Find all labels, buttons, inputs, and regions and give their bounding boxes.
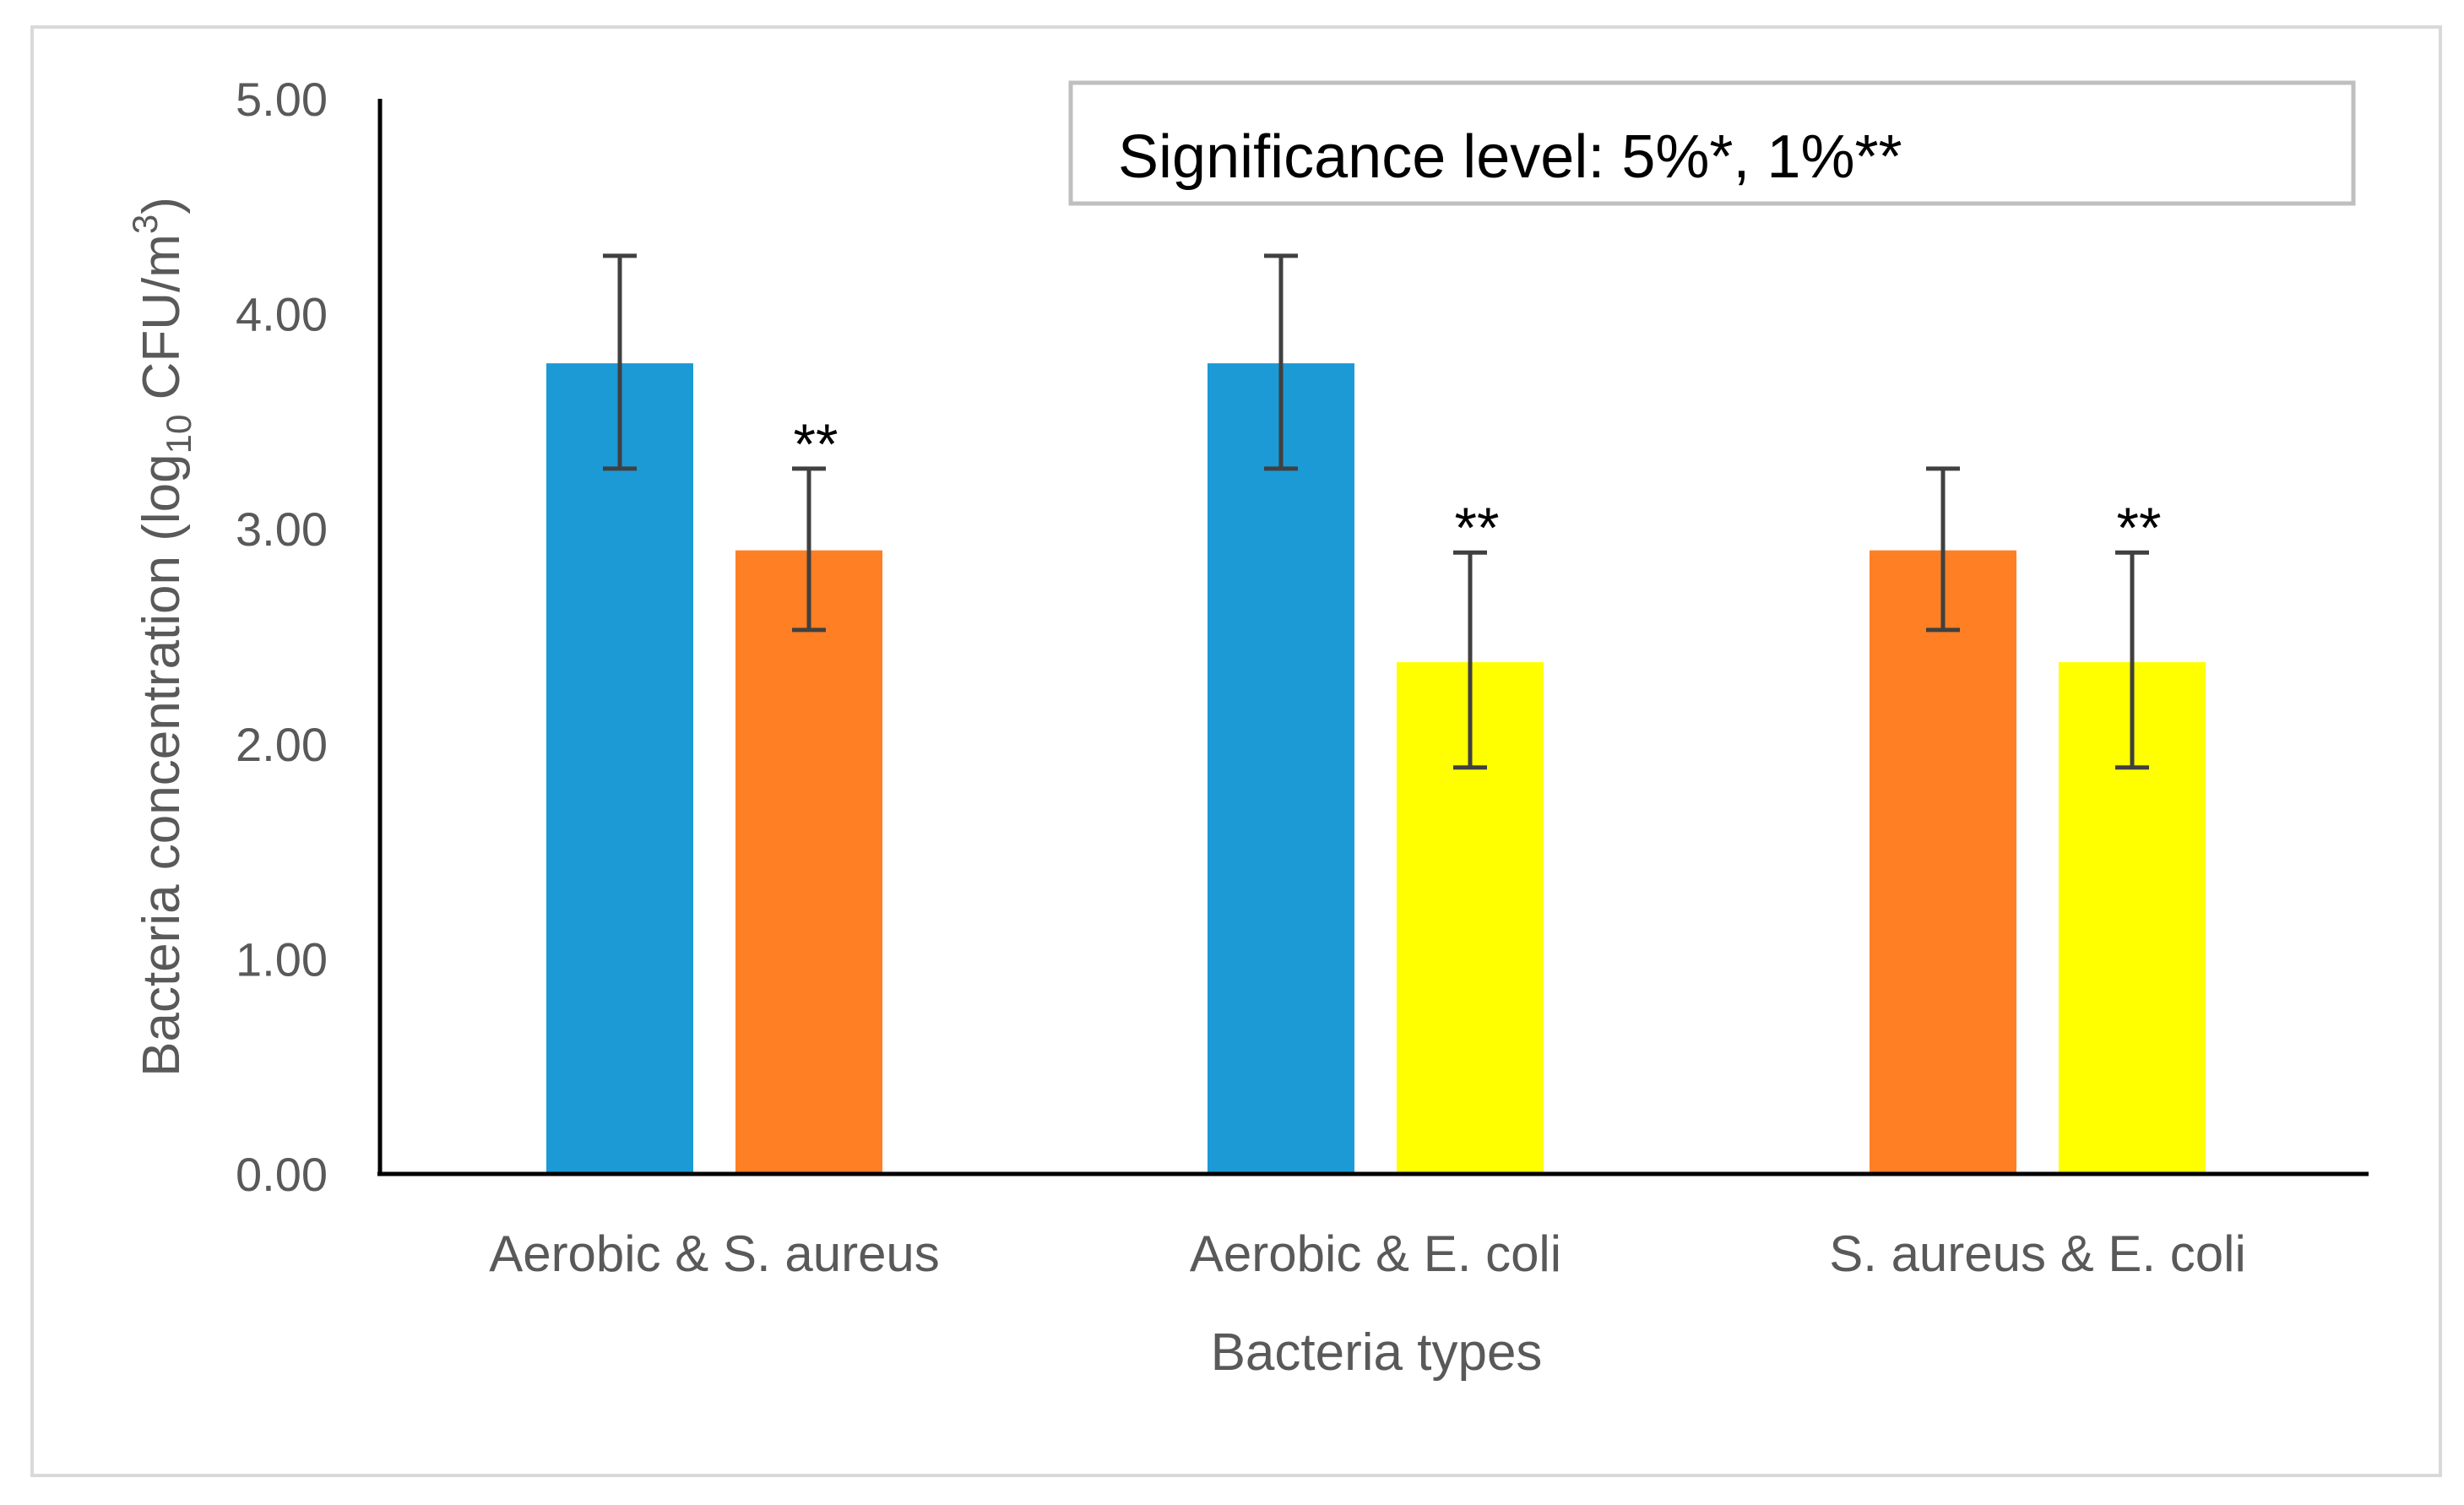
bar-aerobic-0 bbox=[546, 363, 693, 1175]
y-tick-label-5: 5.00 bbox=[236, 73, 328, 126]
x-category-labels: Aerobic & S. aureus Aerobic & E. coli S. a… bbox=[489, 1225, 2246, 1282]
bar-s-aureus-4 bbox=[1870, 550, 2016, 1174]
x-category-label-1: Aerobic & E. coli bbox=[1190, 1225, 1561, 1282]
annotation-box bbox=[1068, 80, 2356, 206]
significance-layer: ** ** ** bbox=[794, 412, 2162, 560]
y-axis-title: Bacteria concentration (log10 CFU/m3) bbox=[125, 197, 198, 1077]
error-bars-layer bbox=[603, 253, 2149, 770]
error-bar-0 bbox=[603, 253, 637, 471]
y-tick-label-3: 3.00 bbox=[236, 503, 328, 556]
y-tick-labels: 0.00 1.00 2.00 3.00 4.00 5.00 bbox=[236, 73, 328, 1201]
y-axis-title-unit: CFU/m bbox=[133, 234, 191, 415]
y-tick-label-0: 0.00 bbox=[236, 1148, 328, 1201]
bar-s-aureus-1 bbox=[735, 550, 882, 1174]
y-axis-title-main: Bacteria concentration (log bbox=[133, 454, 191, 1077]
error-bar-1 bbox=[792, 466, 826, 633]
error-bar-3 bbox=[1453, 550, 1487, 770]
significance-marker-1: ** bbox=[794, 412, 839, 476]
y-tick-label-4: 4.00 bbox=[236, 288, 328, 341]
error-bar-2 bbox=[1264, 253, 1298, 471]
significance-marker-3: ** bbox=[1455, 496, 1500, 560]
x-category-label-2: S. aureus & E. coli bbox=[1829, 1225, 2246, 1282]
error-bar-4 bbox=[1926, 466, 1960, 633]
bar-aerobic-2 bbox=[1208, 363, 1354, 1175]
x-category-label-0: Aerobic & S. aureus bbox=[489, 1225, 940, 1282]
annotation-text: Significance level: 5%*, 1%** bbox=[1118, 123, 1902, 191]
error-bar-5 bbox=[2115, 550, 2149, 770]
y-axis-title-superscript: 3 bbox=[125, 215, 165, 234]
y-tick-label-2: 2.00 bbox=[236, 718, 328, 771]
x-axis-title: Bacteria types bbox=[1211, 1323, 1543, 1382]
y-axis-title-subscript: 10 bbox=[159, 415, 198, 454]
y-axis-title-close: ) bbox=[133, 197, 191, 215]
bars-layer bbox=[546, 363, 2206, 1175]
significance-marker-5: ** bbox=[2117, 496, 2162, 560]
y-tick-label-1: 1.00 bbox=[236, 932, 328, 986]
